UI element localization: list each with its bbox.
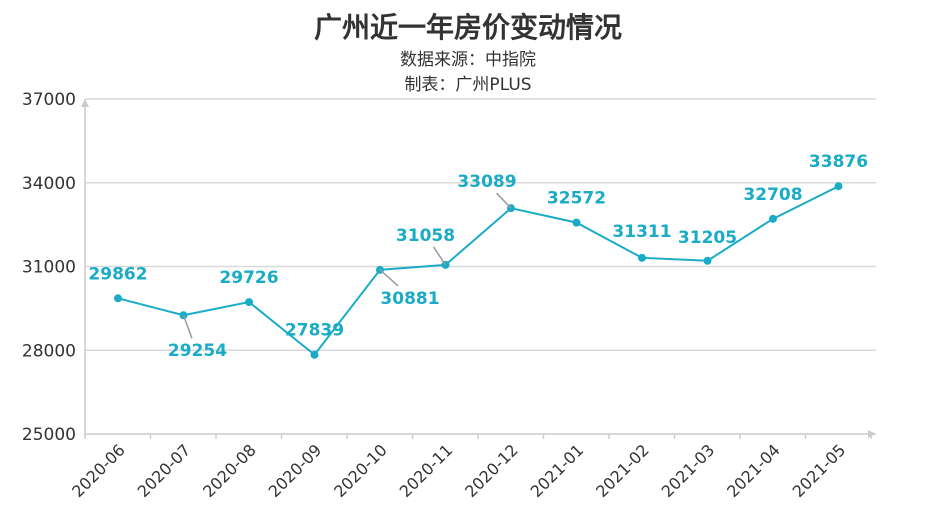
y-tick-label: 25000 bbox=[22, 425, 76, 445]
data-label: 33876 bbox=[809, 152, 868, 172]
series-line bbox=[117, 185, 839, 357]
x-tick-label: 2020-07 bbox=[134, 440, 195, 501]
label-leader-line bbox=[379, 269, 399, 287]
data-point bbox=[769, 214, 777, 223]
x-axis-ticks: 2020-06 2020-07 2020-08 2020-09 2020-10 2020-… bbox=[68, 440, 849, 501]
data-label: 29726 bbox=[219, 268, 278, 288]
y-axis-ticks: 25000 28000 31000 34000 37000 bbox=[22, 90, 76, 445]
x-tick-label: 2020-06 bbox=[68, 440, 129, 501]
x-tick-label: 2020-11 bbox=[396, 440, 457, 501]
data-label: 32572 bbox=[547, 189, 606, 209]
chart-source: 数据来源：中指院 bbox=[400, 50, 536, 70]
x-tick-label: 2020-08 bbox=[199, 440, 260, 501]
chart-title: 广州近一年房价变动情况 bbox=[313, 11, 622, 44]
x-tick-label: 2021-03 bbox=[658, 440, 719, 501]
x-axis-arrow bbox=[868, 430, 876, 438]
axes bbox=[81, 99, 876, 439]
x-tick-label: 2021-04 bbox=[723, 440, 784, 501]
data-label: 32708 bbox=[743, 185, 802, 205]
x-tick-label: 2020-09 bbox=[265, 440, 326, 501]
label-leader-line bbox=[182, 314, 193, 339]
data-point bbox=[114, 294, 122, 303]
x-tick-label: 2021-01 bbox=[527, 440, 588, 501]
data-point bbox=[703, 256, 712, 265]
data-point bbox=[245, 298, 253, 307]
y-axis-arrow bbox=[81, 99, 89, 107]
data-label: 31058 bbox=[396, 226, 455, 246]
data-label: 31205 bbox=[678, 228, 737, 248]
x-tick-label: 2020-10 bbox=[330, 440, 391, 501]
data-label: 29862 bbox=[88, 264, 147, 284]
data-point bbox=[638, 253, 646, 262]
data-labels: 29862 29254 29726 27839 30881 31058 33089 32572… bbox=[88, 152, 868, 361]
grid-lines bbox=[85, 98, 876, 351]
y-tick-label: 31000 bbox=[22, 258, 76, 278]
x-tick-label: 2021-05 bbox=[789, 440, 850, 501]
y-tick-label: 28000 bbox=[22, 341, 76, 361]
y-tick-label: 37000 bbox=[22, 90, 76, 110]
data-point bbox=[834, 182, 843, 191]
y-tick-label: 34000 bbox=[22, 174, 76, 194]
chart-author: 制表：广州PLUS bbox=[404, 75, 532, 95]
label-leader-line bbox=[432, 246, 447, 266]
data-label: 29254 bbox=[168, 341, 227, 361]
data-point bbox=[310, 350, 319, 359]
data-label: 27839 bbox=[285, 321, 344, 341]
x-tick-label: 2020-12 bbox=[461, 440, 522, 501]
data-label: 30881 bbox=[380, 289, 439, 309]
price-series bbox=[114, 182, 843, 359]
data-point bbox=[572, 218, 581, 227]
x-tick-label: 2021-02 bbox=[592, 440, 653, 501]
data-label: 33089 bbox=[457, 172, 516, 192]
data-label: 31311 bbox=[612, 222, 671, 242]
label-leader-line bbox=[496, 192, 512, 209]
